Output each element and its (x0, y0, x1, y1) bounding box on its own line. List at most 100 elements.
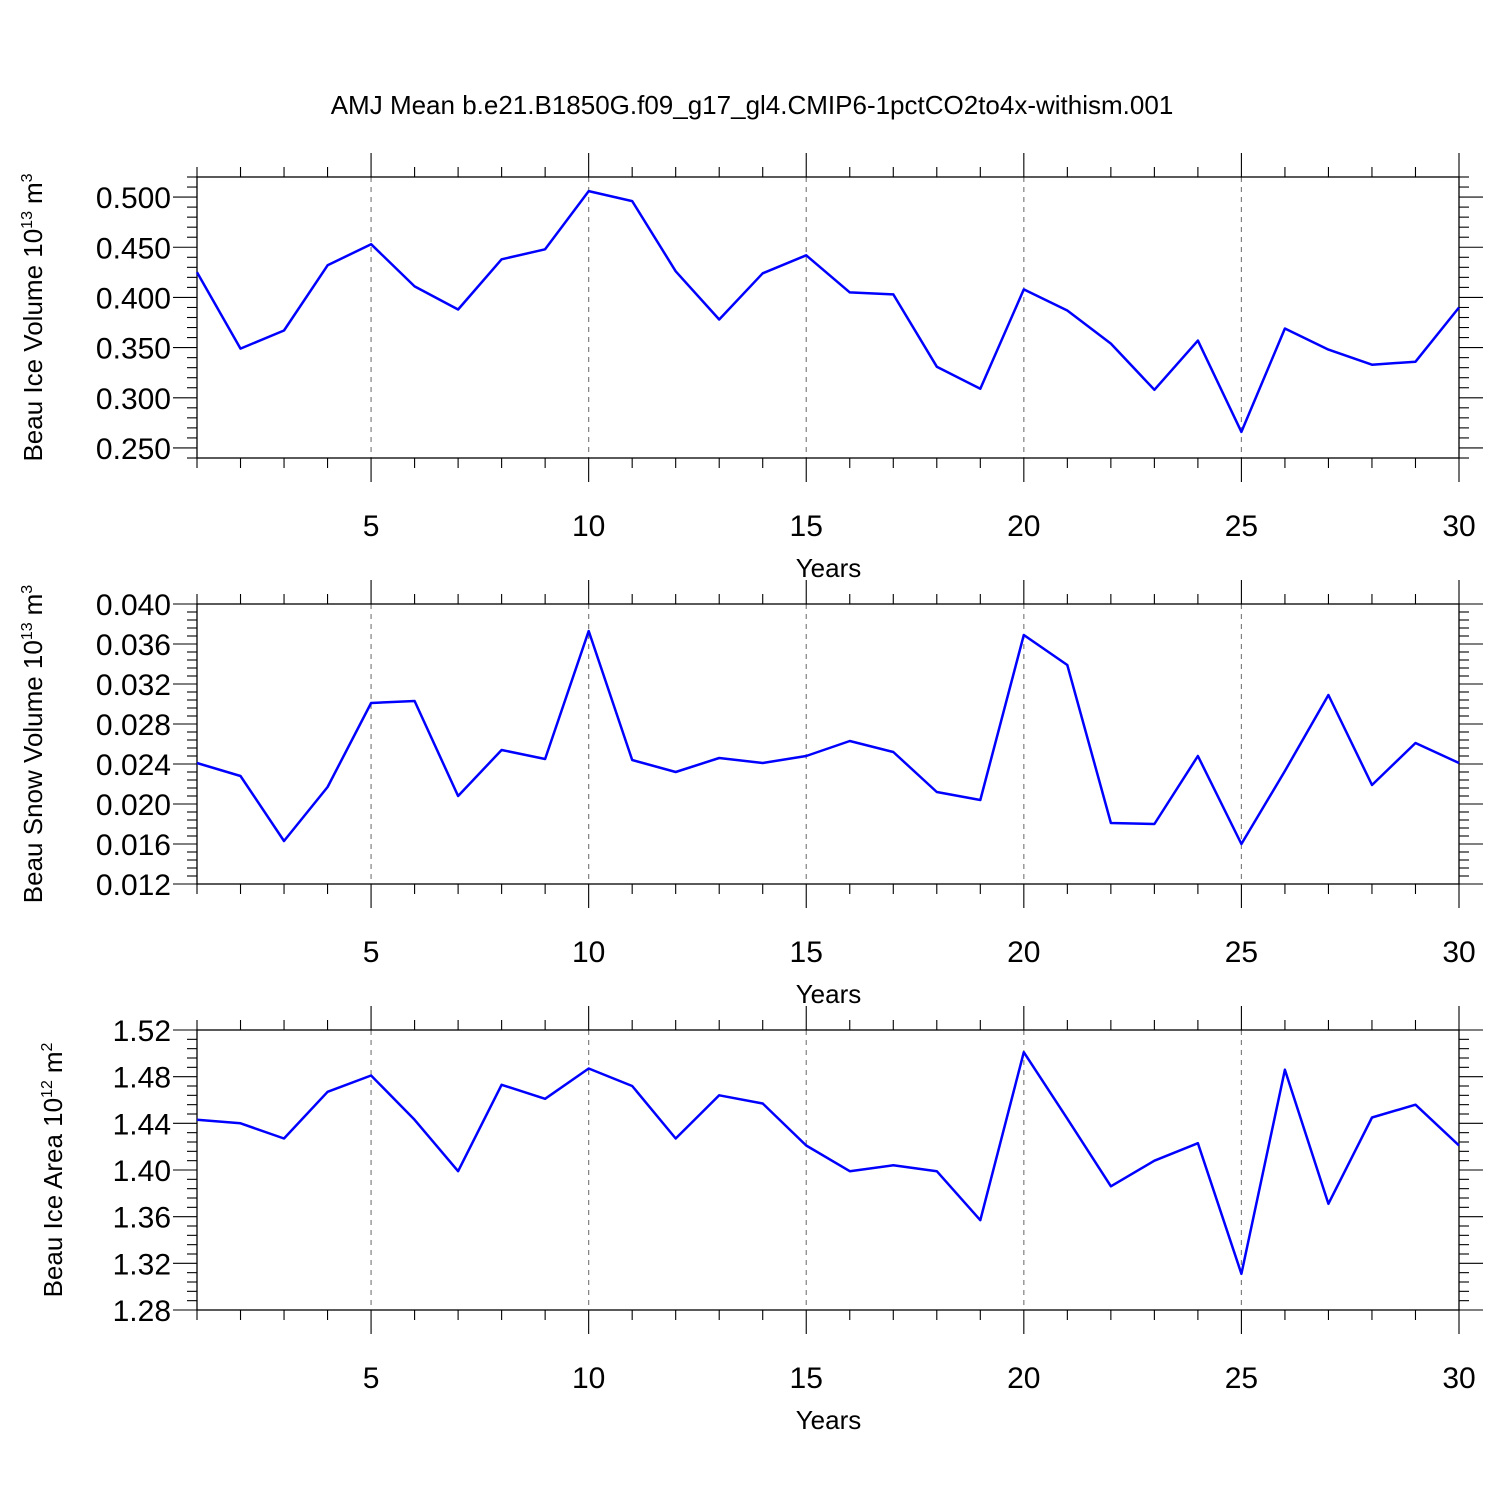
data-point (587, 189, 591, 193)
x-tick-label: 15 (790, 510, 823, 543)
data-point (1109, 342, 1113, 346)
data-point (717, 756, 721, 760)
data-point (500, 1083, 504, 1087)
y-axis-title-exponent: 13 (19, 211, 36, 229)
y-axis-title: Beau Ice Volume 1013 m3 (18, 173, 48, 461)
data-point (587, 629, 591, 633)
data-point (1457, 761, 1461, 765)
x-tick-label: 15 (790, 1362, 823, 1395)
data-point (674, 1137, 678, 1141)
data-point (935, 365, 939, 369)
data-point (674, 269, 678, 273)
data-point (1326, 1202, 1330, 1206)
data-point (1152, 1159, 1156, 1163)
data-point (1065, 308, 1069, 312)
x-tick-label: 25 (1225, 1362, 1258, 1395)
data-point (1413, 1103, 1417, 1107)
data-point (1196, 754, 1200, 758)
chart-title: AMJ Mean b.e21.B1850G.f09_g17_gl4.CMIP6-… (331, 90, 1174, 120)
data-point (456, 794, 460, 798)
x-tick-label: 10 (572, 936, 605, 969)
data-point (1370, 363, 1374, 367)
data-point (1457, 305, 1461, 309)
data-point (369, 1074, 373, 1078)
data-point (761, 1102, 765, 1106)
x-axis-title: Years (796, 1405, 862, 1435)
data-point (282, 329, 286, 333)
chart-panel-3: 1.28 1.32 1.36 1.40 1.44 1.48 1.52 5 10 15 20 25 30 Y… (38, 1006, 1483, 1435)
x-tick-label: 30 (1442, 510, 1475, 543)
x-tick-label: 20 (1007, 510, 1040, 543)
y-axis-title: Beau Ice Area 1012 m2 (38, 1042, 68, 1297)
data-point (1413, 741, 1417, 745)
data-point (543, 1097, 547, 1101)
y-axis-title-unit: m (18, 594, 48, 616)
data-point (1283, 769, 1287, 773)
y-axis-title-unit: m (38, 1051, 68, 1073)
data-point (891, 292, 895, 296)
data-point (326, 785, 330, 789)
data-point (891, 750, 895, 754)
data-point (195, 270, 199, 274)
data-point (1196, 1141, 1200, 1145)
y-axis-title-unit-exponent: 3 (19, 173, 36, 182)
data-point (1022, 633, 1026, 637)
x-tick-label: 25 (1225, 936, 1258, 969)
data-point (326, 1090, 330, 1094)
data-point (978, 387, 982, 391)
data-point (500, 748, 504, 752)
y-tick-label: 1.44 (113, 1108, 171, 1141)
data-point (1065, 663, 1069, 667)
x-tick-label: 10 (572, 510, 605, 543)
data-point (717, 318, 721, 322)
y-tick-label: 0.300 (96, 383, 171, 416)
data-point (1022, 287, 1026, 291)
x-tick-label: 30 (1442, 1362, 1475, 1395)
x-tick-label: 5 (363, 1362, 380, 1395)
data-point (935, 790, 939, 794)
y-axis-title-text: Beau Snow Volume 10 (18, 640, 48, 903)
data-point (717, 1093, 721, 1097)
x-tick-label: 5 (363, 510, 380, 543)
data-point (935, 1169, 939, 1173)
y-tick-label: 0.400 (96, 282, 171, 315)
x-tick-label: 5 (363, 936, 380, 969)
data-point (1326, 348, 1330, 352)
data-point (543, 757, 547, 761)
data-point (978, 798, 982, 802)
data-point (848, 290, 852, 294)
data-point (1457, 1144, 1461, 1148)
chart-panel-2: 0.012 0.016 0.020 0.024 0.028 0.032 0.036 0.040… (18, 580, 1483, 1009)
data-point (804, 1144, 808, 1148)
data-point (239, 347, 243, 351)
series-line (196, 629, 1460, 846)
data-point (804, 253, 808, 257)
data-point (630, 199, 634, 203)
data-point (195, 761, 199, 765)
x-tick-label: 20 (1007, 1362, 1040, 1395)
data-point (1239, 1272, 1243, 1276)
data-point (1109, 1184, 1113, 1188)
data-point (456, 1169, 460, 1173)
data-point (1283, 327, 1287, 331)
y-axis-title-unit: m (18, 182, 48, 204)
data-point (195, 1118, 199, 1122)
x-tick-label: 10 (572, 1362, 605, 1395)
data-point (239, 774, 243, 778)
data-point (804, 754, 808, 758)
data-point (282, 839, 286, 843)
y-tick-label: 0.012 (96, 869, 171, 902)
data-point (1326, 693, 1330, 697)
data-point (1152, 822, 1156, 826)
y-tick-label: 0.024 (96, 749, 171, 782)
data-point (761, 761, 765, 765)
data-point (630, 758, 634, 762)
data-point (674, 770, 678, 774)
data-point (326, 263, 330, 267)
x-tick-label: 15 (790, 936, 823, 969)
y-axis-title-text: Beau Ice Area 10 (38, 1098, 68, 1297)
data-point (413, 699, 417, 703)
data-point (848, 739, 852, 743)
